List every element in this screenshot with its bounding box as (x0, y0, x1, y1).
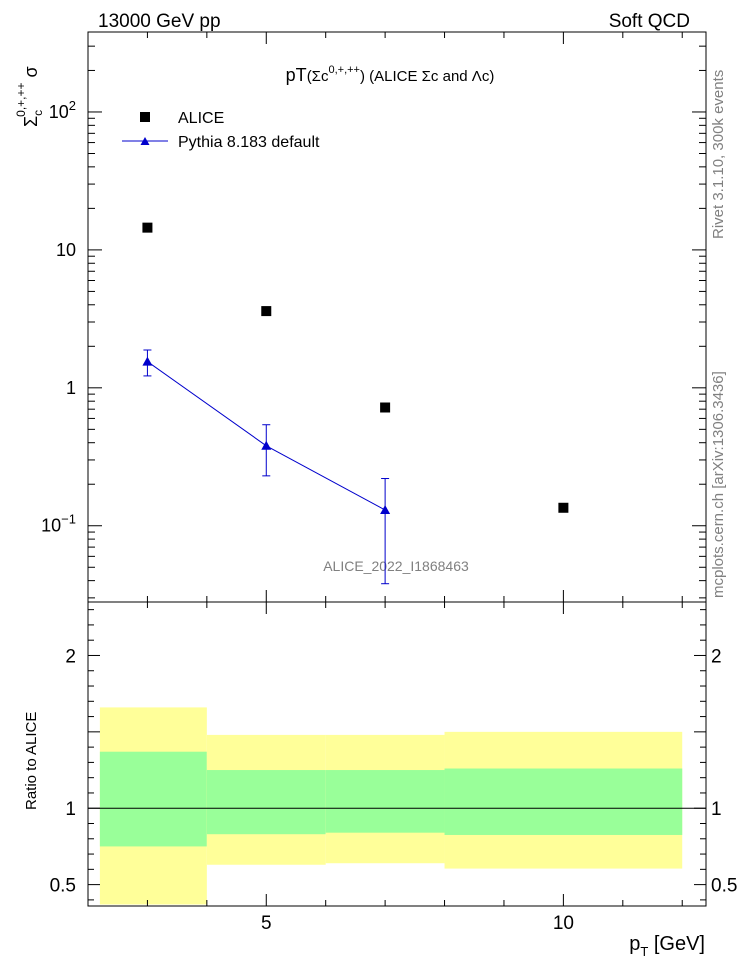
main-y-tick-exp-0: −1 (61, 512, 76, 527)
ratio-frame (87, 601, 707, 907)
ratio-y-tick-label-left-1: 1 (65, 799, 76, 820)
alice-point-0 (142, 222, 153, 233)
ratio-bands (99, 707, 683, 905)
ratio-y-tick-label-right-0: 0.5 (711, 876, 737, 897)
xlabel-sub: T (640, 944, 648, 959)
alice-point-2 (380, 402, 391, 413)
ratio-y-tick-label-right-2: 2 (711, 646, 722, 667)
alice-point-1 (261, 306, 272, 317)
ylabel-base: Σ (21, 116, 41, 127)
title-sup: 0,+,++ (328, 64, 360, 76)
main-y-tick-label-2: 10 (56, 240, 76, 260)
legend: ALICE Pythia 8.183 default (122, 110, 320, 151)
ylabel-sup: 0,+,++ (14, 82, 28, 116)
legend-alice-label: ALICE (178, 110, 224, 127)
main-y-tick-label-3: 102 (49, 98, 76, 122)
main-series (142, 222, 569, 585)
pythia-point-2 (380, 505, 391, 515)
ratio-y-tick-label-right-1: 1 (711, 799, 722, 820)
mcplots-label: mcplots.cern.ch [arXiv:1306.3436] (710, 371, 727, 598)
legend-alice-marker (140, 112, 150, 122)
analysis-label: ALICE_2022_I1868463 (323, 558, 469, 574)
band-inner-3 (444, 768, 683, 835)
main-plot-title: pT(Σc0,+,++) (ALICE Σc and Λc) (286, 64, 495, 85)
main-y-tick-base-0: 10 (41, 516, 61, 536)
legend-pythia-label: Pythia 8.183 default (178, 134, 320, 151)
header-right-label: Soft QCD (609, 11, 690, 32)
pythia-point-0 (142, 356, 153, 366)
main-y-tick-label-1: 1 (66, 378, 76, 398)
x-tick-label-0: 5 (261, 913, 272, 934)
ylabel-tail: σ (21, 66, 41, 82)
band-inner-0 (99, 751, 207, 847)
legend-pythia-marker (140, 137, 150, 145)
rivet-label: Rivet 3.1.10, 300k events (710, 70, 727, 239)
x-axis-label: pT [GeV] (629, 933, 705, 959)
main-y-tick-base-3: 10 (49, 102, 69, 122)
title-main: pT (286, 65, 307, 85)
header-left-label: 13000 GeV pp (98, 11, 221, 32)
band-inner-1 (206, 770, 326, 835)
xlabel-main: p (629, 933, 640, 955)
ylabel-sub: c (31, 110, 45, 116)
main-y-tick-exp-3: 2 (69, 98, 76, 113)
main-y-axis-label: Σc0,+,++ σ (14, 66, 45, 127)
xlabel-unit: [GeV] (648, 933, 705, 955)
title-rest: ) (ALICE Σc and Λc) (360, 68, 494, 85)
main-y-tick-label-0: 10−1 (41, 512, 76, 536)
ratio-y-tick-label-left-2: 2 (65, 646, 76, 667)
axes (87, 31, 707, 907)
x-tick-label-1: 10 (553, 913, 574, 934)
title-detail: (Σc (307, 68, 329, 85)
ratio-y-axis-label: Ratio to ALICE (23, 712, 40, 810)
band-inner-2 (325, 770, 445, 833)
alice-point-3 (558, 502, 569, 513)
pythia-point-1 (261, 440, 272, 450)
ratio-y-tick-label-left-0: 0.5 (50, 876, 76, 897)
